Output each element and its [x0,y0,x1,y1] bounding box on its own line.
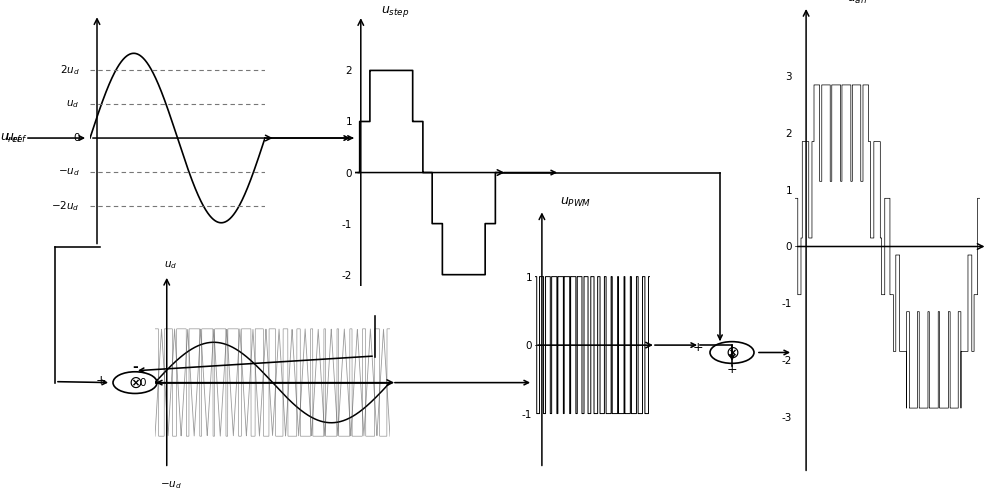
Text: $u_d$: $u_d$ [66,98,80,110]
Text: $u_{ref}$: $u_{ref}$ [5,132,28,144]
Text: 0: 0 [139,378,146,387]
Text: -: - [132,360,138,374]
Text: $u_{PWM}$: $u_{PWM}$ [560,196,591,209]
Text: $u_d$: $u_d$ [164,259,178,271]
Text: $u_{an}$: $u_{an}$ [847,0,867,6]
Text: +: + [727,363,737,376]
Text: $\otimes$: $\otimes$ [725,344,739,361]
Text: $-u_d$: $-u_d$ [58,166,80,178]
Text: 0: 0 [73,133,80,143]
Text: $u_{ref}$: $u_{ref}$ [0,132,24,144]
Text: +: + [693,341,703,354]
Text: +: + [96,374,106,387]
Text: $u_{step}$: $u_{step}$ [381,3,410,19]
Text: $-2u_d$: $-2u_d$ [51,199,80,212]
Text: $-u_d$: $-u_d$ [160,479,182,491]
Text: $2u_d$: $2u_d$ [60,64,80,77]
Text: $\otimes$: $\otimes$ [128,374,142,391]
